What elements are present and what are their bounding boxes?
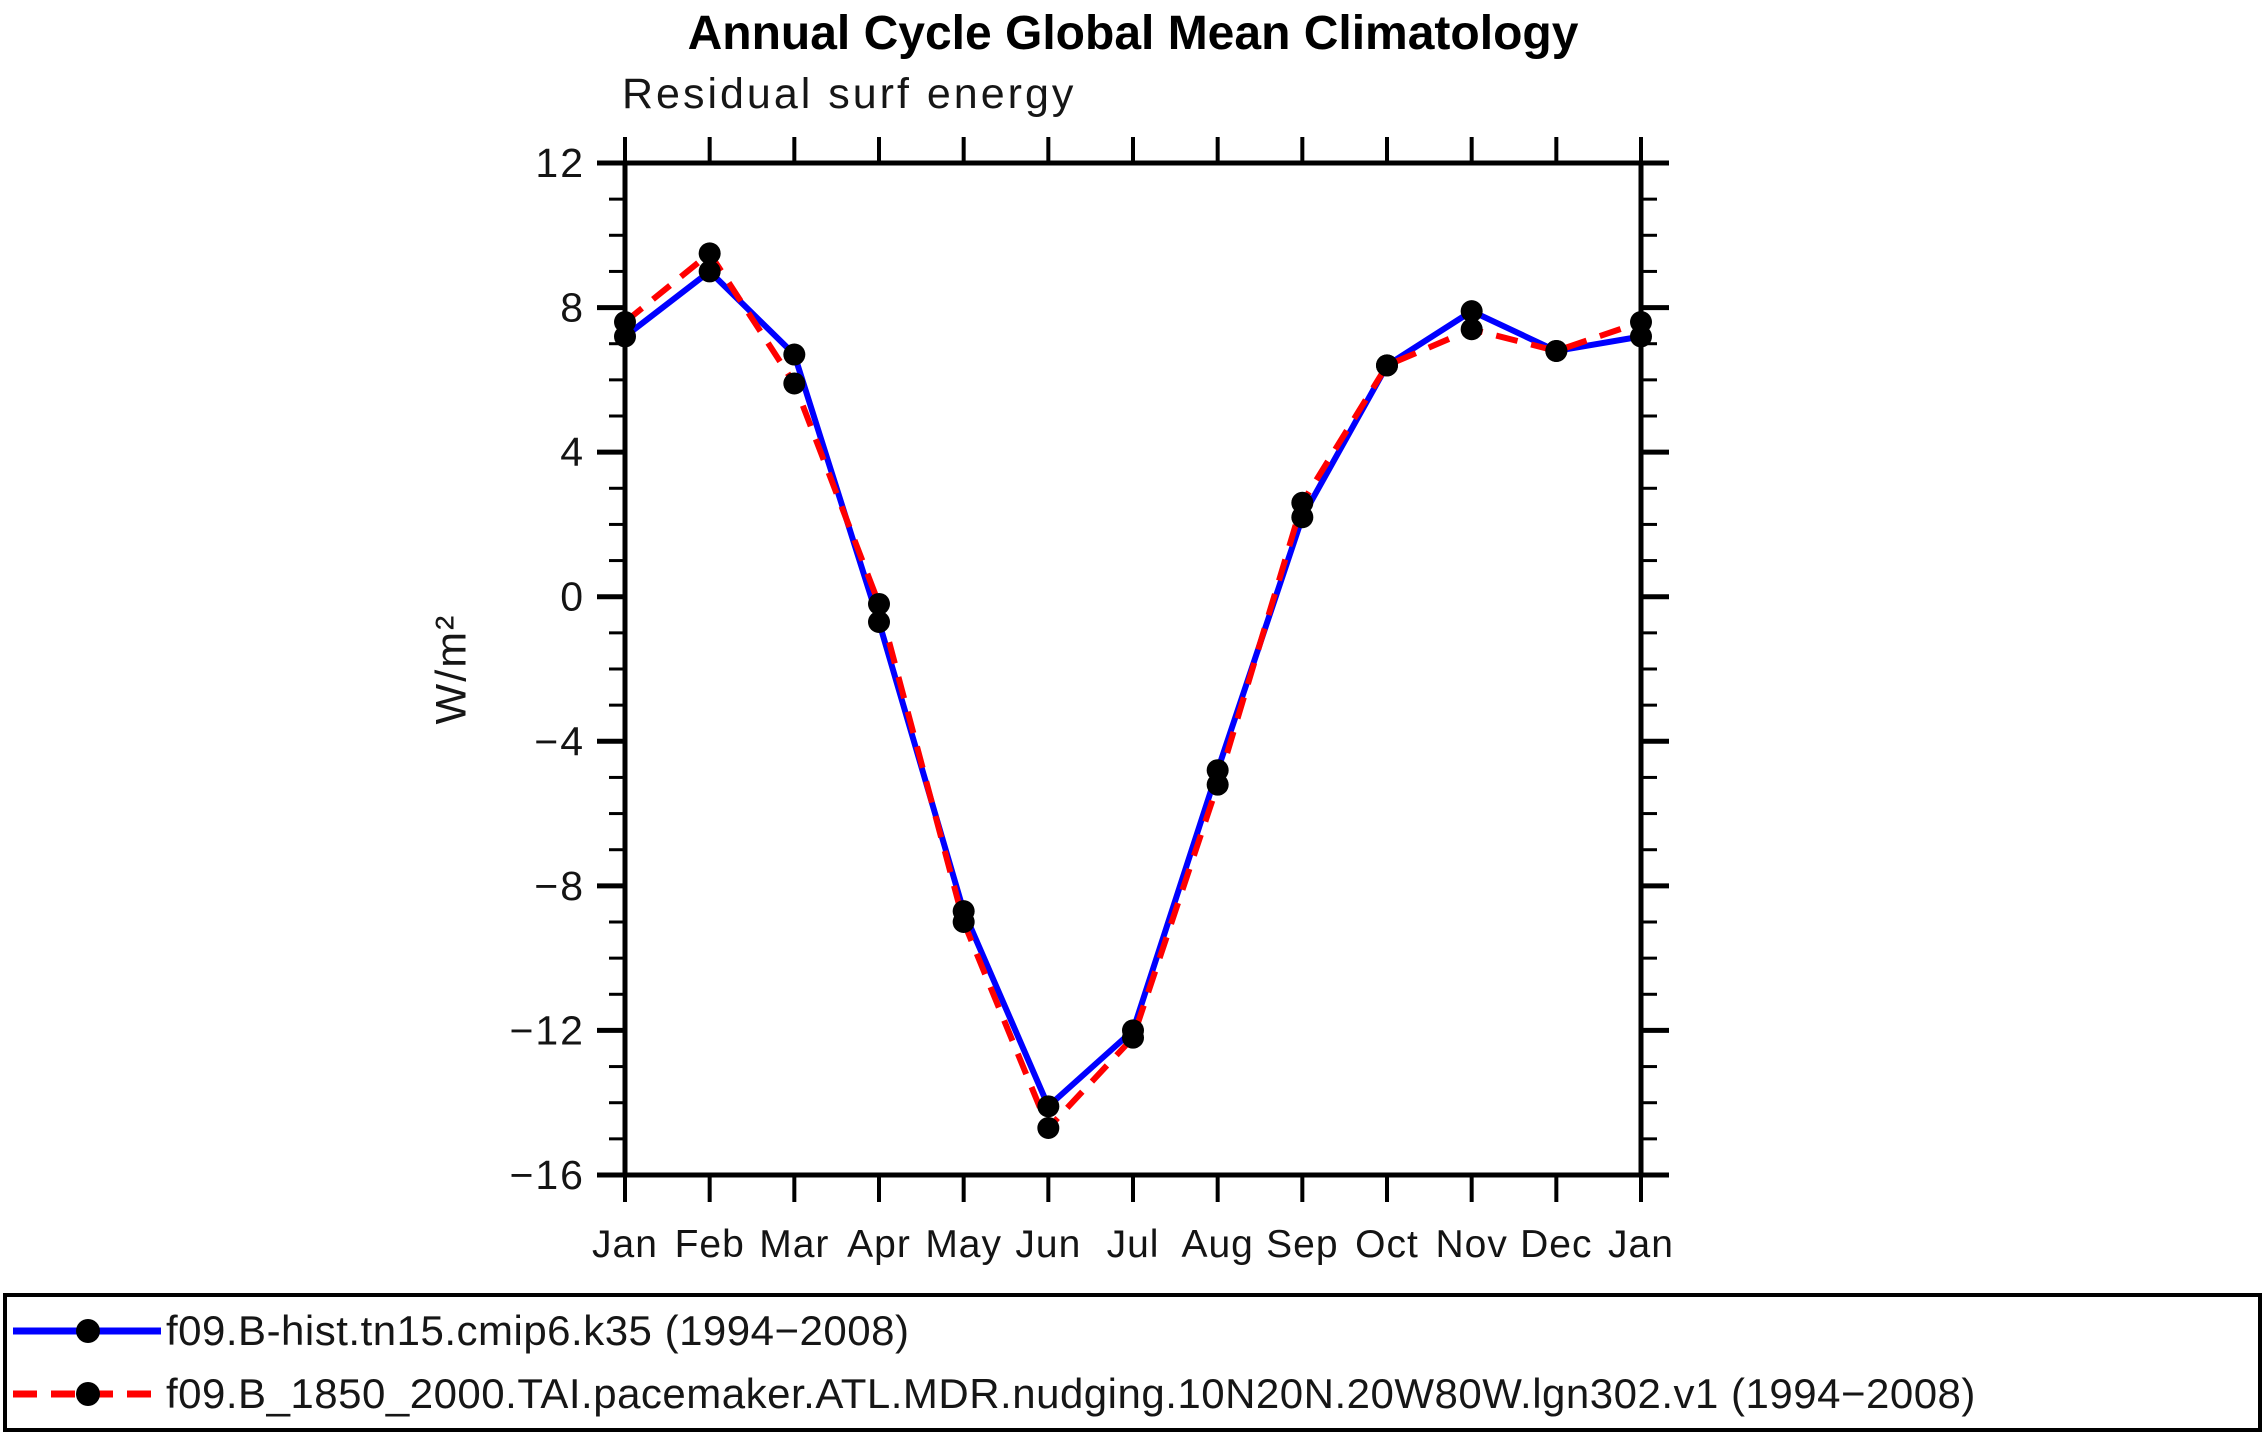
legend-marker-dot [76,1319,100,1344]
data-point-series-1 [1460,318,1483,341]
x-tick-label: Jan [1608,1223,1674,1266]
y-tick-label: −8 [534,863,585,909]
legend-label: f09.B_1850_2000.TAI.pacemaker.ATL.MDR.nu… [166,1369,1976,1417]
x-tick-label: Jan [592,1223,658,1266]
y-tick-label: 4 [560,429,585,475]
data-point-series-0 [698,260,721,283]
x-tick-label: Jun [1015,1223,1081,1266]
chart-subtitle: Residual surf energy [622,70,1077,118]
x-tick-label: Apr [847,1223,911,1266]
x-tick-label: Jul [1107,1223,1160,1266]
data-point-series-0 [1037,1095,1060,1118]
y-tick-label: 0 [560,574,585,620]
data-point-series-1 [698,242,721,265]
data-point-series-1 [1037,1117,1060,1140]
data-point-series-0 [783,343,806,366]
data-point-series-0 [868,611,890,634]
legend-item-0: f09.B-hist.tn15.cmip6.k35 (1994−2008) [11,1301,2254,1361]
x-tick-label: May [925,1223,1002,1266]
data-point-series-1 [1206,773,1229,796]
data-point-series-1 [1376,354,1398,377]
chart-title: Annual Cycle Global Mean Climatology [687,7,1579,60]
data-point-series-1 [1630,311,1652,334]
y-tick-label: −4 [534,718,585,764]
x-tick-label: Aug [1181,1223,1253,1266]
y-tick-label: 12 [535,140,585,186]
legend-item-1: f09.B_1850_2000.TAI.pacemaker.ATL.MDR.nu… [11,1364,2254,1424]
series-line-0 [623,268,1642,1110]
x-tick-label: Nov [1435,1223,1507,1266]
data-point-series-1 [868,592,890,615]
legend-sample-dashed-line [13,1381,161,1406]
x-tick-label: Oct [1355,1223,1419,1266]
x-tick-label: Dec [1520,1223,1592,1266]
data-point-series-1 [1291,491,1314,514]
legend-sample-solid-line [13,1319,161,1344]
data-point-series-1 [783,372,806,395]
legend-label: f09.B-hist.tn15.cmip6.k35 (1994−2008) [166,1307,910,1355]
data-point-series-1 [614,311,636,334]
legend-marker-dot [76,1381,100,1406]
data-point-series-0 [1460,300,1483,323]
legend-box: f09.B-hist.tn15.cmip6.k35 (1994−2008) f0… [3,1293,2262,1432]
y-tick-label: −12 [509,1007,585,1053]
data-point-series-1 [1545,339,1568,362]
y-tick-label: 8 [560,285,585,331]
x-tick-label: Mar [759,1223,829,1266]
x-tick-label: Feb [675,1223,745,1266]
data-point-series-1 [952,911,975,933]
series-line-1 [623,250,1642,1132]
y-tick-label: −16 [509,1152,585,1198]
data-point-series-1 [1122,1026,1144,1049]
x-tick-label: Sep [1266,1223,1338,1266]
